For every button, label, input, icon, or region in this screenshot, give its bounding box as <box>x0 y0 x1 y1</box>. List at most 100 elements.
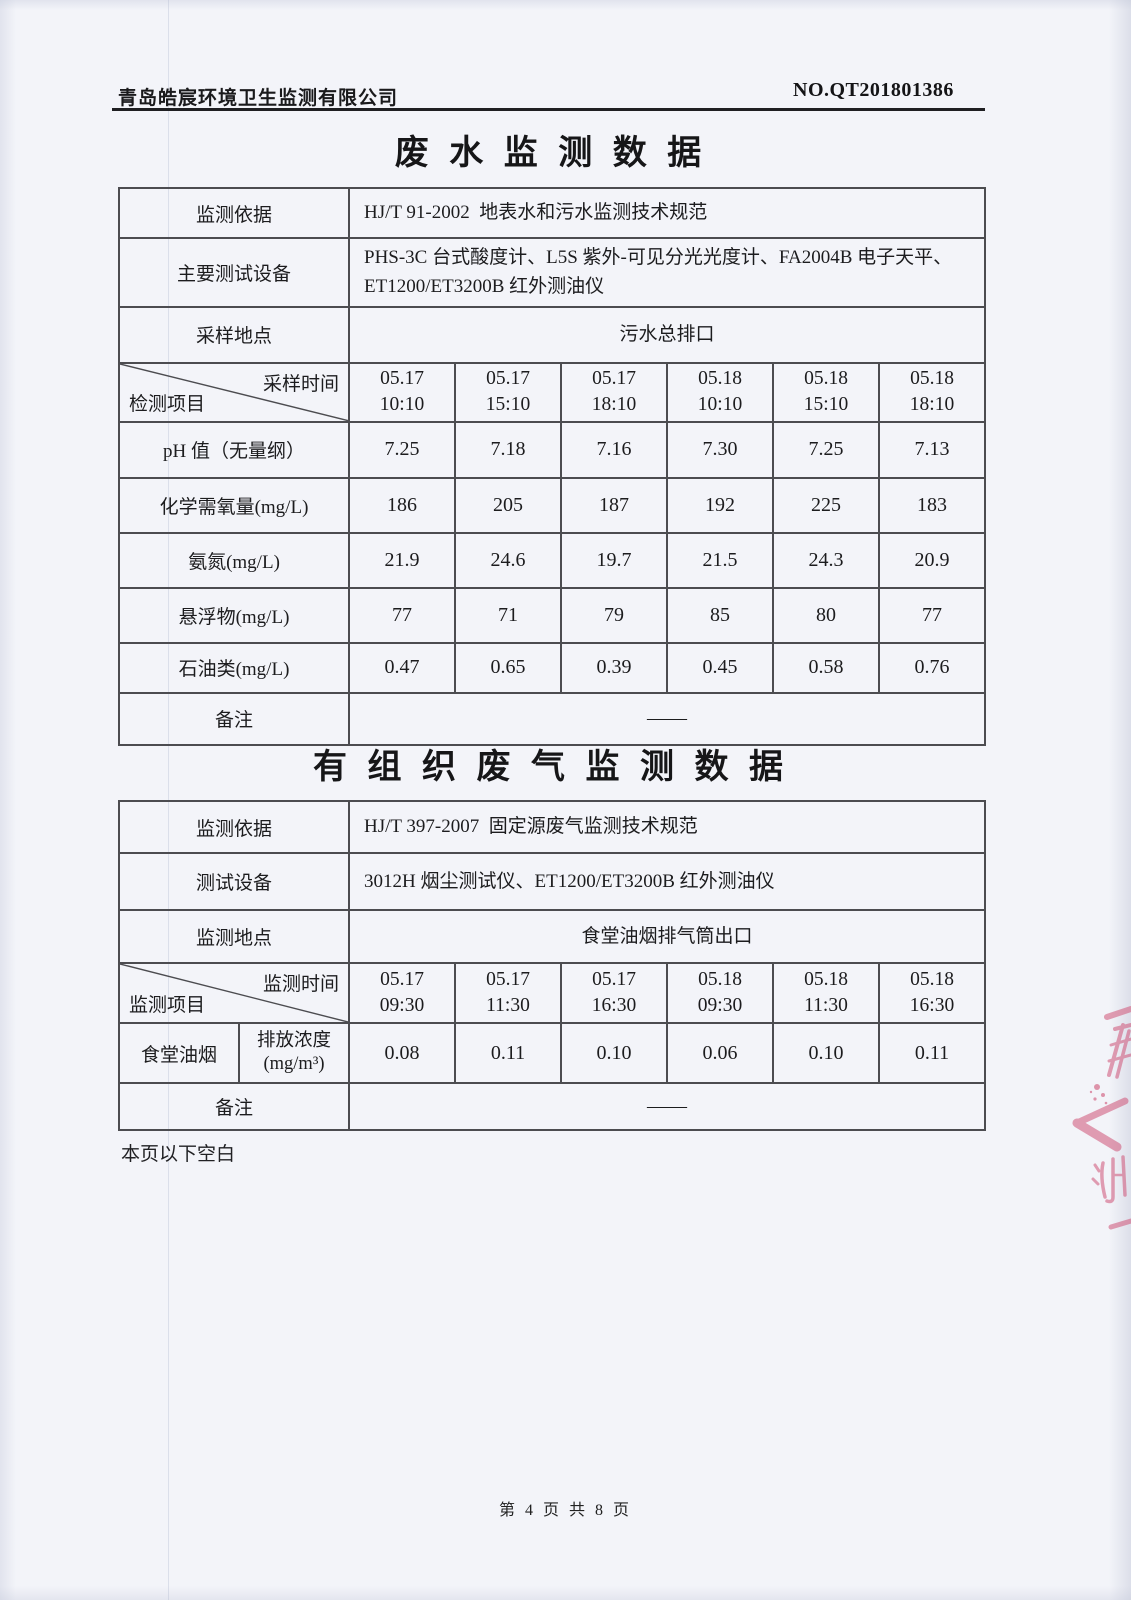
location-value: 污水总排口 <box>347 305 987 364</box>
concentration-label: 排放浓度 (mg/m³) <box>237 1022 351 1084</box>
exhaust-table: 监测依据 HJ/T 397-2007 固定源废气监测技术规范 测试设备 3012… <box>117 800 987 1131</box>
remark-value: —— <box>348 1082 987 1131</box>
time-date: 05.18 <box>910 968 954 990</box>
time-header: 05.18 09:30 <box>666 962 775 1024</box>
table-row: 采样地点 污水总排口 <box>118 305 987 364</box>
corner-time-label: 采样时间 <box>262 373 339 395</box>
param-value: 21.5 <box>666 531 774 589</box>
basis-label: 监测依据 <box>117 800 351 854</box>
time-header: 05.17 10:10 <box>348 361 456 423</box>
time-header: 05.18 16:30 <box>878 962 987 1024</box>
time-header: 05.18 10:10 <box>666 361 774 423</box>
time-header: 05.17 15:10 <box>454 361 562 423</box>
location-value: 食堂油烟排气筒出口 <box>348 909 987 964</box>
item-label: 食堂油烟 <box>118 1022 240 1084</box>
table-row: 测试设备 3012H 烟尘测试仪、ET1200/ET3200B 红外测油仪 <box>117 852 987 911</box>
concentration-label-line2: (mg/m³) <box>263 1054 325 1074</box>
param-value: 0.58 <box>772 641 880 694</box>
scan-fold-line <box>168 0 169 1600</box>
table-row: 食堂油烟 排放浓度 (mg/m³) 0.08 0.11 0.10 0.06 0.… <box>118 1022 987 1084</box>
param-value: 0.10 <box>772 1022 881 1084</box>
wastewater-table: 监测依据 HJ/T 91-2002 地表水和污水监测技术规范 主要测试设备 PH… <box>118 187 987 746</box>
equipment-label: 测试设备 <box>117 852 351 911</box>
time-clock: 10:10 <box>379 394 425 416</box>
basis-value: HJ/T 397-2007 固定源废气监测技术规范 <box>348 800 987 854</box>
corner-item-label: 监测项目 <box>129 995 206 1016</box>
param-value: 71 <box>454 586 562 644</box>
param-value: 21.9 <box>348 531 456 589</box>
param-value: 24.6 <box>454 531 562 589</box>
param-value: 0.06 <box>666 1022 775 1084</box>
time-date: 05.18 <box>910 367 954 389</box>
param-value: 7.25 <box>772 420 880 479</box>
diagonal-header-cell: 监测时间 监测项目 <box>117 962 351 1024</box>
param-label: 化学需氧量(mg/L) <box>118 476 350 534</box>
basis-value: HJ/T 91-2002 地表水和污水监测技术规范 <box>347 187 987 239</box>
time-clock: 15:10 <box>485 394 531 416</box>
table-row: 石油类(mg/L) 0.47 0.65 0.39 0.45 0.58 0.76 <box>118 641 987 694</box>
time-date: 05.17 <box>380 968 424 990</box>
time-header: 05.18 15:10 <box>772 361 880 423</box>
table-row: 监测地点 食堂油烟排气筒出口 <box>117 909 987 964</box>
param-value: 7.16 <box>560 420 668 479</box>
table-row: 主要测试设备 PHS-3C 台式酸度计、L5S 紫外-可见分光光度计、FA200… <box>118 237 987 308</box>
param-value: 0.76 <box>877 641 987 694</box>
time-date: 05.17 <box>486 968 530 990</box>
report-number: NO.QT201801386 <box>793 79 954 101</box>
time-header: 05.18 11:30 <box>772 962 881 1024</box>
param-value: 7.18 <box>454 420 562 479</box>
time-clock: 16:30 <box>591 995 637 1016</box>
time-clock: 18:10 <box>909 394 955 416</box>
param-value: 24.3 <box>772 531 880 589</box>
time-date: 05.17 <box>592 968 636 990</box>
equipment-label: 主要测试设备 <box>118 237 350 308</box>
basis-label: 监测依据 <box>118 187 350 239</box>
location-label: 采样地点 <box>118 305 350 364</box>
diagonal-header-cell: 采样时间 检测项目 <box>118 361 350 423</box>
param-value: 19.7 <box>560 531 668 589</box>
param-value: 7.30 <box>666 420 774 479</box>
remark-label: 备注 <box>118 691 350 746</box>
param-value: 225 <box>772 476 880 534</box>
param-value: 80 <box>772 586 880 644</box>
param-value: 0.45 <box>666 641 774 694</box>
equipment-value: 3012H 烟尘测试仪、ET1200/ET3200B 红外测油仪 <box>348 852 987 911</box>
time-header: 05.17 11:30 <box>454 962 563 1024</box>
param-value: 77 <box>348 586 456 644</box>
param-value: 79 <box>560 586 668 644</box>
param-value: 20.9 <box>877 531 987 589</box>
corner-item-label: 检测项目 <box>129 393 206 415</box>
time-date: 05.18 <box>804 367 848 389</box>
param-label: 石油类(mg/L) <box>118 641 350 694</box>
table-row: 监测时间 监测项目 05.17 09:30 05.17 11:30 05.17 16:… <box>117 962 987 1024</box>
time-header: 05.18 18:10 <box>877 361 987 423</box>
time-header: 05.17 16:30 <box>560 962 669 1024</box>
table-row: 备注 —— <box>118 691 987 746</box>
table-row: 化学需氧量(mg/L) 186 205 187 192 225 183 <box>118 476 987 534</box>
table-row: 采样时间 检测项目 05.17 10:10 05.17 15:10 05.17 18:… <box>118 361 987 423</box>
param-value: 186 <box>348 476 456 534</box>
page-indicator: 第 4 页 共 8 页 <box>498 1502 632 1519</box>
table-row: pH 值（无量纲） 7.25 7.18 7.16 7.30 7.25 7.13 <box>118 420 987 479</box>
table-row: 氨氮(mg/L) 21.9 24.6 19.7 21.5 24.3 20.9 <box>118 531 987 589</box>
param-value: 0.10 <box>560 1022 669 1084</box>
time-date: 05.18 <box>698 367 742 389</box>
param-value: 183 <box>877 476 987 534</box>
time-date: 05.17 <box>486 367 530 389</box>
table-row: 悬浮物(mg/L) 77 71 79 85 80 77 <box>118 586 987 644</box>
time-header: 05.17 18:10 <box>560 361 668 423</box>
diagonal-line-icon <box>120 964 348 1022</box>
param-label: 悬浮物(mg/L) <box>118 586 350 644</box>
time-date: 05.17 <box>592 367 636 389</box>
time-date: 05.18 <box>698 968 742 990</box>
blank-below-note: 本页以下空白 <box>121 1144 236 1165</box>
param-value: 7.25 <box>348 420 456 479</box>
param-label: 氨氮(mg/L) <box>118 531 350 589</box>
wastewater-section-title: 废 水 监 测 数 据 <box>394 135 708 172</box>
table-row: 监测依据 HJ/T 397-2007 固定源废气监测技术规范 <box>117 800 987 854</box>
param-value: 0.65 <box>454 641 562 694</box>
time-date: 05.17 <box>380 367 424 389</box>
param-value: 85 <box>666 586 774 644</box>
param-value: 77 <box>877 586 987 644</box>
